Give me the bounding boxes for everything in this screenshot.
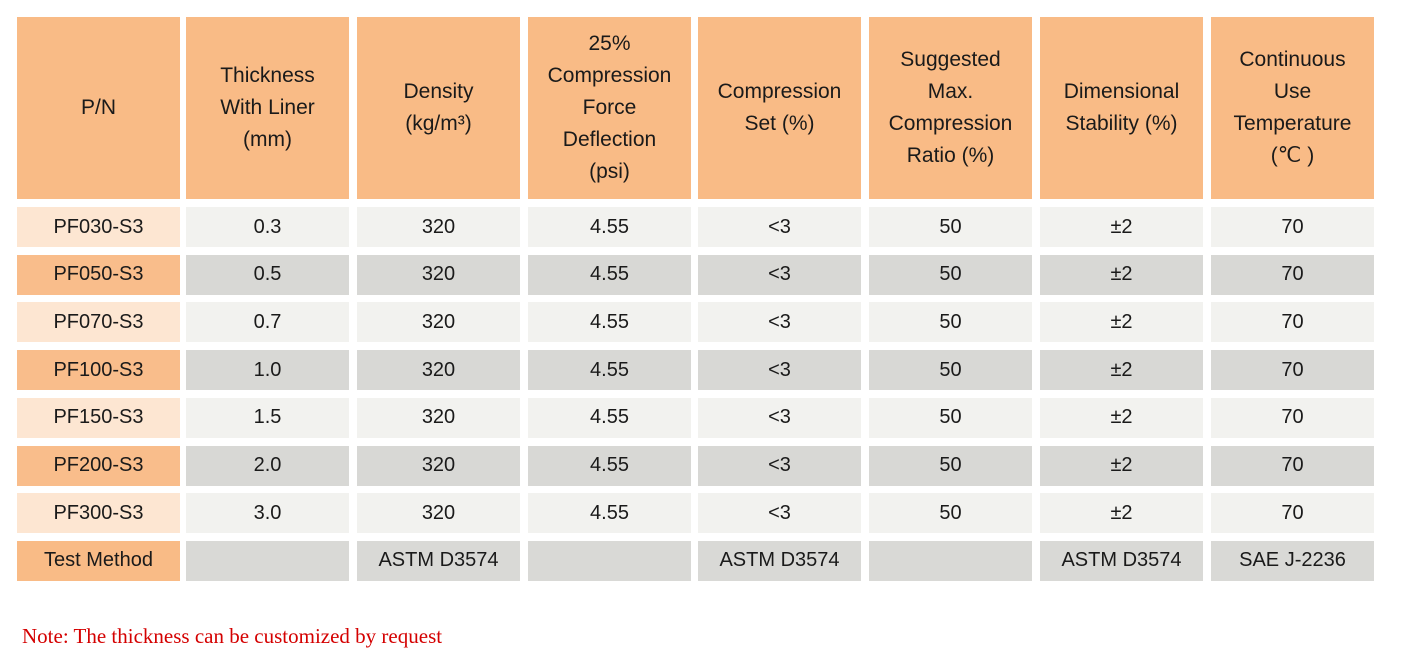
data-cell: PF050-S3: [17, 254, 180, 295]
method-cell: ASTM D3574: [357, 540, 520, 581]
data-cell: 50: [869, 493, 1032, 534]
data-cell: 70: [1211, 445, 1374, 486]
note: Note: The thickness can be customized by…: [22, 624, 443, 648]
data-cell: 4.55: [528, 207, 691, 247]
data-cell: ±2: [1040, 397, 1203, 438]
data-cell: <3: [698, 302, 861, 343]
data-cell: PF030-S3: [17, 207, 180, 247]
header-cell: Dimensional Stability (%): [1040, 17, 1203, 199]
data-cell: PF300-S3: [17, 493, 180, 534]
data-cell: 70: [1211, 302, 1374, 343]
data-cell: 1.0: [186, 350, 349, 391]
data-cell: ±2: [1040, 493, 1203, 534]
header-cell: Suggested Max. Compression Ratio (%): [869, 17, 1032, 199]
data-cell: 50: [869, 302, 1032, 343]
data-cell: PF150-S3: [17, 397, 180, 438]
data-cell: 70: [1211, 397, 1374, 438]
data-cell: 4.55: [528, 397, 691, 438]
data-cell: 2.0: [186, 445, 349, 486]
data-cell: 320: [357, 493, 520, 534]
method-cell: SAE J-2236: [1211, 540, 1374, 581]
data-cell: 70: [1211, 350, 1374, 391]
data-cell: 70: [1211, 207, 1374, 247]
data-cell: <3: [698, 254, 861, 295]
data-cell: <3: [698, 350, 861, 391]
data-cell: 320: [357, 397, 520, 438]
data-cell: ±2: [1040, 254, 1203, 295]
data-cell: 4.55: [528, 302, 691, 343]
data-cell: 50: [869, 397, 1032, 438]
method-cell: Test Method: [17, 540, 180, 581]
method-cell: [869, 540, 1032, 581]
data-cell: PF070-S3: [17, 302, 180, 343]
data-cell: 320: [357, 445, 520, 486]
data-cell: 0.5: [186, 254, 349, 295]
data-cell: 50: [869, 254, 1032, 295]
header-cell: Continuous Use Temperature (℃ ): [1211, 17, 1374, 199]
header-cell: Thickness With Liner (mm): [186, 17, 349, 199]
data-cell: 320: [357, 207, 520, 247]
data-cell: PF200-S3: [17, 445, 180, 486]
data-cell: 320: [357, 350, 520, 391]
data-cell: 3.0: [186, 493, 349, 534]
header-cell: Density (kg/m³): [357, 17, 520, 199]
data-cell: 4.55: [528, 493, 691, 534]
data-cell: 4.55: [528, 350, 691, 391]
data-cell: ±2: [1040, 302, 1203, 343]
header-cell: Compression Set (%): [698, 17, 861, 199]
data-cell: 0.7: [186, 302, 349, 343]
data-cell: PF100-S3: [17, 350, 180, 391]
data-cell: 4.55: [528, 254, 691, 295]
data-cell: ±2: [1040, 445, 1203, 486]
method-cell: ASTM D3574: [1040, 540, 1203, 581]
data-cell: 320: [357, 254, 520, 295]
method-cell: [186, 540, 349, 581]
data-cell: 1.5: [186, 397, 349, 438]
data-cell: <3: [698, 445, 861, 486]
data-cell: 50: [869, 350, 1032, 391]
method-cell: [528, 540, 691, 581]
data-cell: 70: [1211, 493, 1374, 534]
data-cell: 50: [869, 445, 1032, 486]
method-cell: ASTM D3574: [698, 540, 861, 581]
data-cell: ±2: [1040, 350, 1203, 391]
data-cell: 0.3: [186, 207, 349, 247]
data-cell: 320: [357, 302, 520, 343]
data-cell: 70: [1211, 254, 1374, 295]
data-cell: ±2: [1040, 207, 1203, 247]
header-cell: P/N: [17, 17, 180, 199]
data-cell: <3: [698, 397, 861, 438]
data-cell: 4.55: [528, 445, 691, 486]
header-cell: 25% Compression Force Deflection (psi): [528, 17, 691, 199]
data-cell: <3: [698, 493, 861, 534]
data-cell: <3: [698, 207, 861, 247]
data-cell: 50: [869, 207, 1032, 247]
